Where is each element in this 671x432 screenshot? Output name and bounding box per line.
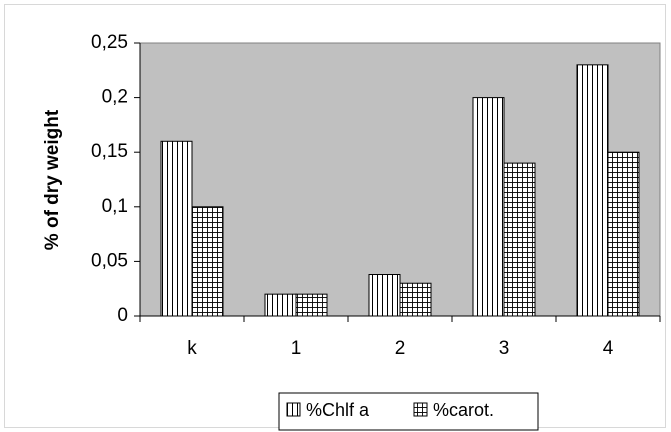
y-tick-label: 0 [117,305,128,326]
bar-chlf-a-4 [576,64,609,317]
bar-carot-k [191,206,224,317]
legend: %Chlf a %carot. [278,392,539,431]
bar-carot-4 [607,151,640,317]
legend-label-carot: %carot. [433,400,494,420]
y-tick-label: 0,15 [91,141,128,162]
legend-box [278,392,539,431]
y-tick-label: 0,2 [102,87,128,108]
x-tick-label: k [187,338,197,359]
x-axis: k 1 2 3 4 [139,315,661,359]
legend-swatch-carot [413,402,428,417]
x-tick-label: 3 [499,338,510,359]
bar-carot-1 [295,293,328,317]
plot-area [139,42,661,317]
bar-chlf-a-k [160,140,193,317]
y-tick-label: 0,05 [91,250,128,271]
x-tick-label: 1 [291,338,302,359]
bar-chlf-a-2 [368,274,401,317]
legend-label-chlf: %Chlf a [306,400,370,420]
legend-swatch-chlf [286,402,301,417]
bar-chlf-a-1 [264,293,297,317]
y-axis: 0 0,05 0,1 0,15 0,2 0,25 [91,32,141,326]
x-tick-label: 2 [395,338,406,359]
bar-carot-2 [399,282,432,317]
bar-carot-3 [503,162,536,317]
bars-group [160,64,640,317]
bar-chlf-a-3 [472,97,505,317]
y-axis-label: % of dry weight [42,109,63,250]
y-tick-label: 0,25 [91,32,128,53]
y-tick-label: 0,1 [102,196,128,217]
x-tick-label: 4 [603,338,614,359]
